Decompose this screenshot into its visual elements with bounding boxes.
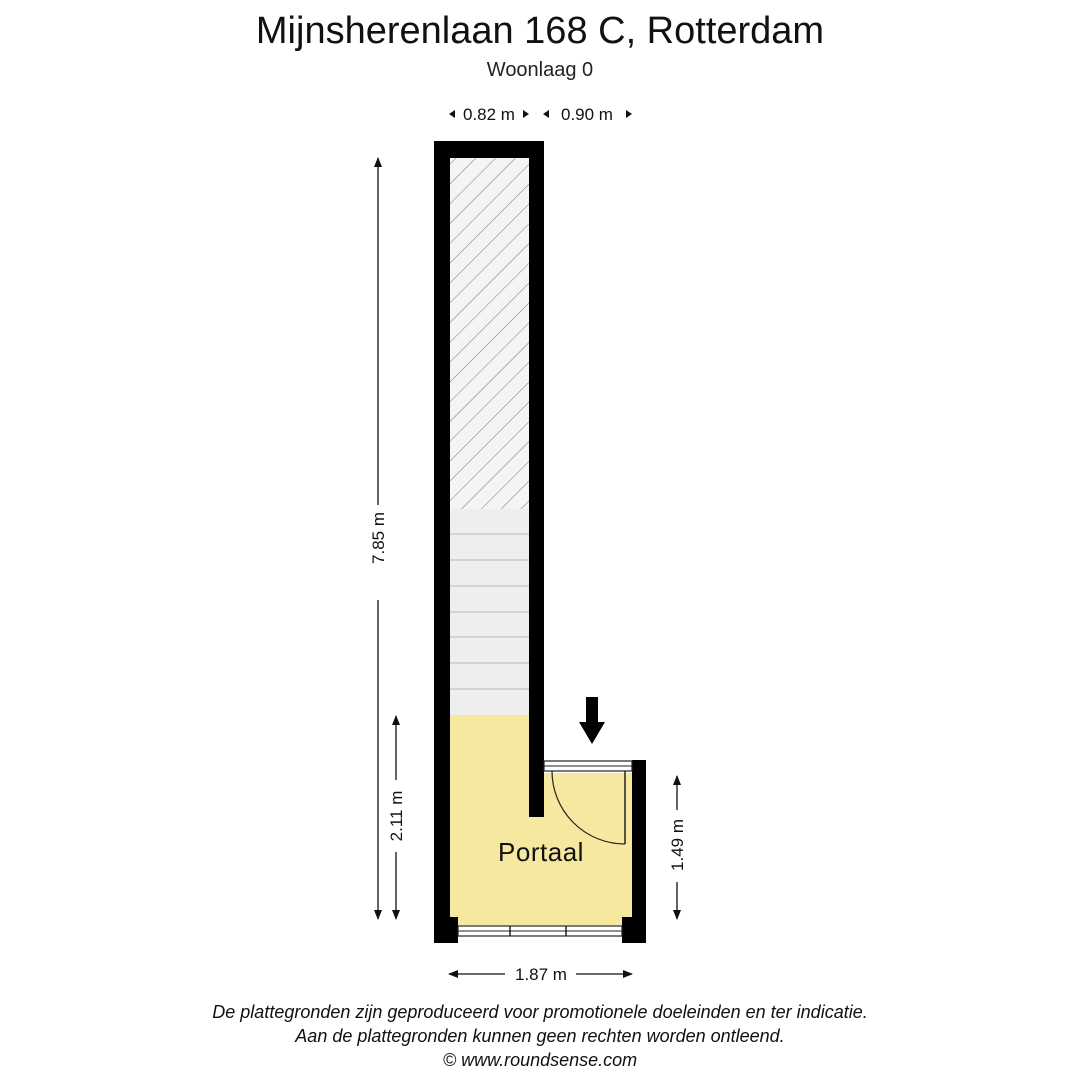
entrance-door <box>543 760 633 845</box>
dimension-top-left: 0.82 m <box>449 105 529 124</box>
dim-label-1-87: 1.87 m <box>515 965 567 984</box>
dim-label-0-90: 0.90 m <box>561 105 613 124</box>
room-label-portaal: Portaal <box>498 837 584 867</box>
void-hatched-area <box>449 157 529 509</box>
dim-label-1-49: 1.49 m <box>668 819 687 871</box>
bottom-window <box>457 925 623 937</box>
dimension-portaal-height: 2.11 m <box>387 715 406 920</box>
disclaimer-line-2: Aan de plattegronden kunnen geen rechten… <box>295 1026 785 1046</box>
disclaimer: De plattegronden zijn geproduceerd voor … <box>0 1000 1080 1072</box>
floor-level-subtitle: Woonlaag 0 <box>486 59 594 81</box>
dim-label-7-85: 7.85 m <box>369 512 388 564</box>
page-title: Mijnsherenlaan 168 C, Rotterdam <box>255 10 825 52</box>
dim-label-0-82: 0.82 m <box>463 105 515 124</box>
dimension-top-right: 0.90 m <box>543 105 632 124</box>
dimension-bottom-width: 1.87 m <box>448 965 633 984</box>
dimension-right-height: 1.49 m <box>668 775 687 920</box>
portaal-room-fill <box>449 715 632 925</box>
entrance-arrow-icon <box>579 697 605 744</box>
disclaimer-line-1: De plattegronden zijn geproduceerd voor … <box>212 1002 868 1022</box>
staircase <box>449 509 529 715</box>
dimension-total-height: 7.85 m <box>369 157 388 920</box>
copyright-line: © www.roundsense.com <box>442 1050 638 1070</box>
dim-label-2-11: 2.11 m <box>387 791 406 842</box>
walls <box>434 141 646 943</box>
